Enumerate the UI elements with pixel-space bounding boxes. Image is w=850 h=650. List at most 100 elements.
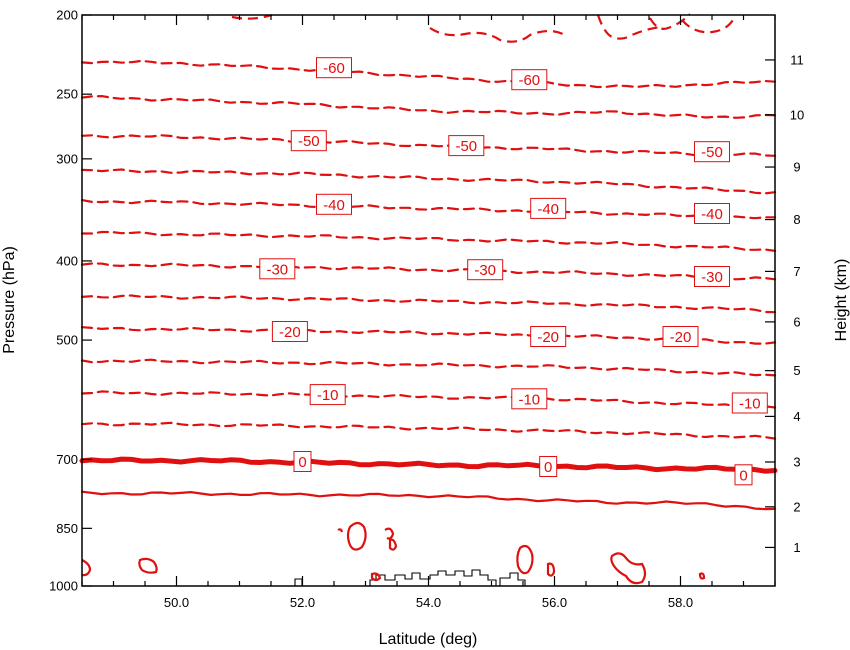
height-tick-label: 6 <box>793 314 800 329</box>
x-axis-ticks: 50.0 52.0 54.0 56.0 58.0 <box>81 15 776 610</box>
contour-label-box <box>511 388 548 410</box>
pressure-tick-label: 700 <box>56 452 78 467</box>
contour-fragment <box>231 13 273 20</box>
height-axis-ticks: 1 2 3 4 5 6 7 8 9 10 11 <box>765 52 804 555</box>
contour-line <box>80 490 777 511</box>
contour-label: -10 <box>317 387 339 404</box>
contour-label: -30 <box>266 261 288 278</box>
contour-label: -10 <box>518 391 540 408</box>
contour-label: -30 <box>474 262 496 279</box>
contour-label-box <box>662 326 699 347</box>
height-tick-label: 9 <box>793 160 800 175</box>
contour-line <box>80 95 777 119</box>
height-tick-label: 2 <box>793 499 800 514</box>
pressure-tick-label: 850 <box>56 521 78 536</box>
contour-line <box>80 59 777 89</box>
contour-label-box <box>694 203 730 224</box>
contour-label: -50 <box>701 144 723 161</box>
left-axis-title: Pressure (hPa) <box>1 246 18 354</box>
surface-contour-blob <box>337 528 344 533</box>
contour-label: 0 <box>544 459 552 476</box>
pressure-tick-label: 200 <box>56 8 78 23</box>
near-surface-contours <box>81 521 706 585</box>
height-tick-label: 1 <box>793 540 800 555</box>
pressure-axis-ticks: 200 250 300 400 500 700 850 1000 <box>49 8 92 594</box>
x-tick-label: 50.0 <box>164 595 189 610</box>
contour-label-box <box>530 197 567 219</box>
contour-label: -20 <box>670 329 692 346</box>
contour-fragment <box>429 27 566 43</box>
contour-label: -50 <box>298 133 320 150</box>
contour-label: -20 <box>537 329 559 346</box>
surface-contour-blob <box>516 544 534 575</box>
right-axis-title: Height (km) <box>833 259 850 342</box>
contour-label: -20 <box>279 324 301 341</box>
surface-contour-blob <box>81 559 92 577</box>
pressure-tick-label: 1000 <box>49 579 78 594</box>
pressure-tick-label: 250 <box>56 87 78 102</box>
height-tick-label: 7 <box>793 264 800 279</box>
contour-label-box <box>316 57 352 79</box>
contour-label: 0 <box>739 467 747 484</box>
contour-label: -40 <box>537 201 559 218</box>
contour-label: -10 <box>739 396 761 413</box>
contour-line <box>80 294 777 314</box>
terrain-step-line <box>294 569 526 586</box>
contour-label: -30 <box>701 269 723 286</box>
x-tick-label: 58.0 <box>668 595 693 610</box>
contour-label-layer: -60 -60 -50 -50 -50 -40 -40 -40 -30 -30 -30 -20 -20 -… <box>259 57 768 486</box>
contour-label: -60 <box>518 72 540 89</box>
contour-line <box>79 456 778 474</box>
contour-label-box <box>694 266 730 287</box>
x-axis-title: Latitude (deg) <box>379 631 478 648</box>
contour-fragment <box>681 17 735 34</box>
surface-contour-blob <box>546 562 556 577</box>
contour-line <box>80 262 777 281</box>
contour-line <box>80 168 777 195</box>
contour-line <box>80 421 777 440</box>
contour-label-box <box>293 451 312 472</box>
contour-label-box <box>467 259 504 281</box>
height-tick-label: 11 <box>790 52 804 67</box>
contour-line <box>80 199 777 220</box>
height-tick-label: 10 <box>790 107 804 122</box>
height-tick-label: 5 <box>793 363 800 378</box>
contour-label-box <box>511 69 548 91</box>
contour-label-box <box>290 130 327 152</box>
contour-fragment <box>649 13 691 30</box>
contour-line <box>80 358 777 377</box>
surface-contour-blob <box>384 527 395 540</box>
height-tick-label: 8 <box>793 212 800 227</box>
contour-label: -60 <box>323 60 345 77</box>
surface-contour-blob <box>610 552 647 585</box>
height-tick-label: 3 <box>793 454 800 469</box>
contour-label-box <box>734 464 753 486</box>
contour-label-box <box>316 193 352 215</box>
contour-label: -40 <box>323 197 345 214</box>
contour-label: 0 <box>298 454 306 471</box>
contour-label-box <box>530 326 567 347</box>
contour-label-box <box>694 141 730 163</box>
contour-label: -40 <box>701 206 723 223</box>
x-tick-label: 52.0 <box>290 595 315 610</box>
contour-label-box <box>309 384 346 406</box>
contour-label: -50 <box>455 138 477 155</box>
contour-line <box>80 390 777 409</box>
surface-contour-blob <box>388 538 398 551</box>
terrain-outline <box>294 569 526 586</box>
pressure-tick-label: 300 <box>56 151 78 166</box>
height-tick-label: 4 <box>793 409 800 424</box>
contour-label-box <box>539 456 558 477</box>
surface-contour-blob <box>698 572 706 580</box>
contour-line <box>80 326 777 345</box>
contour-fragment <box>596 14 661 40</box>
contour-layer <box>79 13 778 511</box>
surface-contour-blob <box>370 572 382 582</box>
pressure-tick-label: 500 <box>56 333 78 348</box>
x-tick-label: 56.0 <box>542 595 567 610</box>
contour-label-box <box>259 258 296 280</box>
contour-line <box>80 134 777 157</box>
surface-contour-blob <box>138 557 158 574</box>
contour-label-box <box>448 135 485 157</box>
